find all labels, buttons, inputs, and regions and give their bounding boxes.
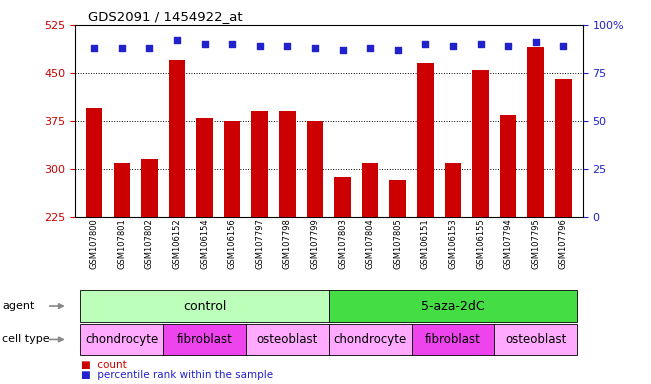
Bar <box>500 114 516 217</box>
Bar <box>224 121 240 217</box>
Bar <box>362 162 378 217</box>
Bar <box>169 60 186 217</box>
Point <box>365 45 376 51</box>
Point <box>393 47 403 53</box>
Text: osteoblast: osteoblast <box>505 333 566 346</box>
Point <box>531 39 541 45</box>
Bar <box>86 108 102 217</box>
Text: cell type: cell type <box>2 334 49 344</box>
Point <box>227 41 238 47</box>
Text: chondrocyte: chondrocyte <box>85 333 158 346</box>
Text: osteoblast: osteoblast <box>256 333 318 346</box>
Point <box>89 45 100 51</box>
Bar <box>555 79 572 217</box>
Bar <box>334 177 351 217</box>
Point <box>503 43 514 49</box>
Point <box>255 43 265 49</box>
Point <box>558 43 568 49</box>
Point <box>172 37 182 43</box>
Bar <box>141 159 158 217</box>
Bar <box>389 180 406 217</box>
Point <box>117 45 127 51</box>
Text: 5-aza-2dC: 5-aza-2dC <box>421 300 485 313</box>
Point <box>144 45 154 51</box>
Point <box>448 43 458 49</box>
Text: agent: agent <box>2 301 35 311</box>
Text: fibroblast: fibroblast <box>425 333 481 346</box>
Bar <box>197 118 213 217</box>
Bar <box>445 162 461 217</box>
Text: control: control <box>183 300 227 313</box>
Point <box>420 41 430 47</box>
Bar <box>279 111 296 217</box>
Bar <box>527 47 544 217</box>
Bar <box>472 70 489 217</box>
Bar <box>251 111 268 217</box>
Bar <box>307 121 324 217</box>
Point <box>475 41 486 47</box>
Point <box>310 45 320 51</box>
Point <box>199 41 210 47</box>
Text: GDS2091 / 1454922_at: GDS2091 / 1454922_at <box>88 10 243 23</box>
Point <box>337 47 348 53</box>
Point <box>282 43 292 49</box>
Text: ■  count: ■ count <box>81 360 127 370</box>
Text: fibroblast: fibroblast <box>176 333 232 346</box>
Bar <box>113 162 130 217</box>
Text: ■  percentile rank within the sample: ■ percentile rank within the sample <box>81 370 273 380</box>
Bar <box>417 63 434 217</box>
Text: chondrocyte: chondrocyte <box>333 333 407 346</box>
